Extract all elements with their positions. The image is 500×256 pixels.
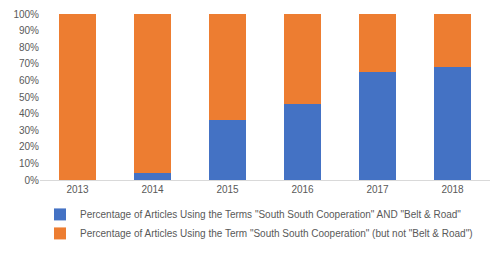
svg-text:80%: 80% (19, 42, 39, 53)
svg-text:30%: 30% (19, 125, 39, 136)
svg-text:60%: 60% (19, 75, 39, 86)
svg-text:10%: 10% (19, 158, 39, 169)
svg-text:2014: 2014 (141, 184, 164, 195)
svg-text:2016: 2016 (291, 184, 314, 195)
svg-text:70%: 70% (19, 58, 39, 69)
svg-text:2017: 2017 (366, 184, 389, 195)
svg-text:Percentage of Articles Using t: Percentage of Articles Using the Terms "… (80, 209, 461, 220)
svg-text:90%: 90% (19, 25, 39, 36)
svg-text:2015: 2015 (216, 184, 239, 195)
svg-text:40%: 40% (19, 108, 39, 119)
svg-text:Percentage of Articles Using t: Percentage of Articles Using the Term "S… (80, 228, 473, 239)
svg-text:100%: 100% (13, 9, 39, 20)
svg-text:20%: 20% (19, 141, 39, 152)
svg-text:50%: 50% (19, 92, 39, 103)
svg-text:2013: 2013 (66, 184, 89, 195)
svg-text:0%: 0% (25, 175, 40, 186)
svg-text:2018: 2018 (441, 184, 464, 195)
